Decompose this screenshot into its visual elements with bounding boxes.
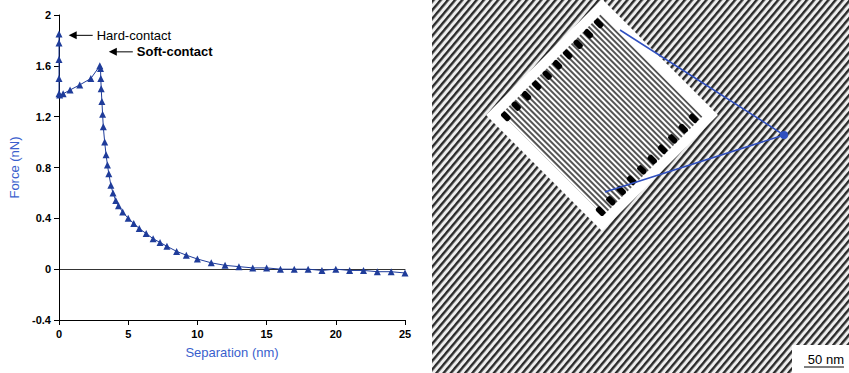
svg-text:Separation (nm): Separation (nm) — [185, 345, 278, 360]
svg-text:1.6: 1.6 — [36, 60, 51, 72]
svg-text:Soft-contact: Soft-contact — [137, 44, 214, 59]
svg-text:0.4: 0.4 — [36, 212, 52, 224]
svg-text:Force (nN): Force (nN) — [7, 136, 22, 198]
svg-text:0.8: 0.8 — [36, 162, 51, 174]
svg-text:20: 20 — [330, 328, 342, 340]
svg-text:15: 15 — [260, 328, 272, 340]
svg-text:1.2: 1.2 — [36, 111, 51, 123]
svg-text:0: 0 — [45, 263, 51, 275]
svg-text:Hard-contact: Hard-contact — [97, 28, 172, 43]
svg-text:-0.4: -0.4 — [32, 314, 52, 326]
svg-text:5: 5 — [125, 328, 131, 340]
svg-text:10: 10 — [191, 328, 203, 340]
svg-text:0: 0 — [56, 328, 62, 340]
svg-text:25: 25 — [399, 328, 411, 340]
svg-text:2: 2 — [45, 9, 51, 21]
svg-text:50 nm: 50 nm — [808, 352, 844, 367]
